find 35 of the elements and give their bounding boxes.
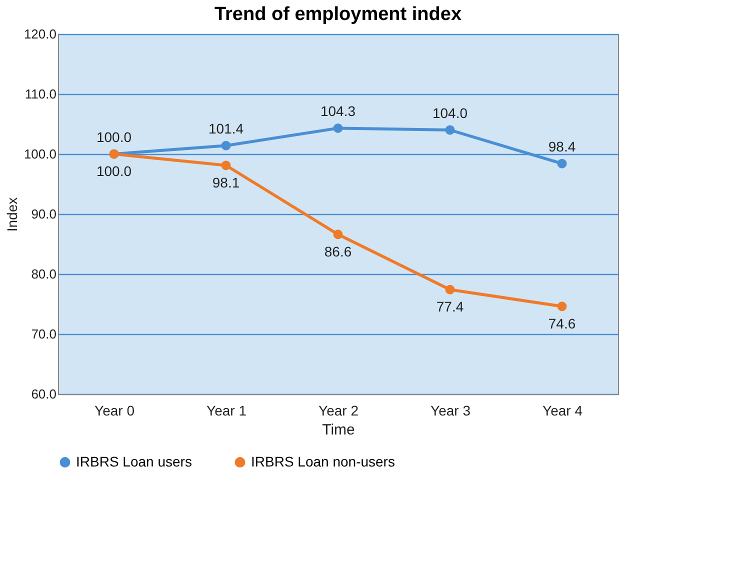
y-tick-label: 80.0 xyxy=(31,266,56,282)
point xyxy=(445,125,455,135)
data-label: 104.0 xyxy=(432,105,468,121)
data-label: 98.4 xyxy=(548,138,576,155)
x-tick-label: Year 0 xyxy=(94,402,135,418)
point xyxy=(221,140,231,150)
data-label: 77.4 xyxy=(436,298,464,315)
x-axis-title: Time xyxy=(322,422,355,438)
x-tick-label: Year 3 xyxy=(430,402,471,418)
point xyxy=(333,123,343,133)
data-label: 98.1 xyxy=(212,174,240,190)
point xyxy=(333,230,343,240)
x-tick-label: Year 2 xyxy=(318,402,359,418)
data-label: 86.6 xyxy=(324,243,352,260)
x-tick-label: Year 1 xyxy=(206,402,247,418)
legend-label: IRBRS Loan users xyxy=(76,453,192,470)
chart-title: Trend of employment index xyxy=(214,4,462,25)
data-label: 100.0 xyxy=(96,129,132,145)
legend-label: IRBRS Loan non-users xyxy=(251,453,395,470)
y-tick-label: 110.0 xyxy=(24,86,56,102)
point xyxy=(557,158,567,168)
y-tick-label: 100.0 xyxy=(24,146,56,162)
point xyxy=(445,284,455,294)
data-label: 100.0 xyxy=(96,163,132,179)
x-tick-label: Year 4 xyxy=(542,402,583,418)
y-tick-label: 70.0 xyxy=(31,326,56,342)
data-label: 104.3 xyxy=(320,103,356,120)
data-label: 101.4 xyxy=(208,120,244,137)
data-label: 74.6 xyxy=(548,315,576,332)
point xyxy=(221,160,231,170)
point xyxy=(557,302,567,312)
y-tick-label: 90.0 xyxy=(31,206,56,222)
y-tick-label: 60.0 xyxy=(31,386,56,402)
y-tick-label: 120.0 xyxy=(24,26,56,42)
y-axis-title: Index xyxy=(4,197,20,232)
